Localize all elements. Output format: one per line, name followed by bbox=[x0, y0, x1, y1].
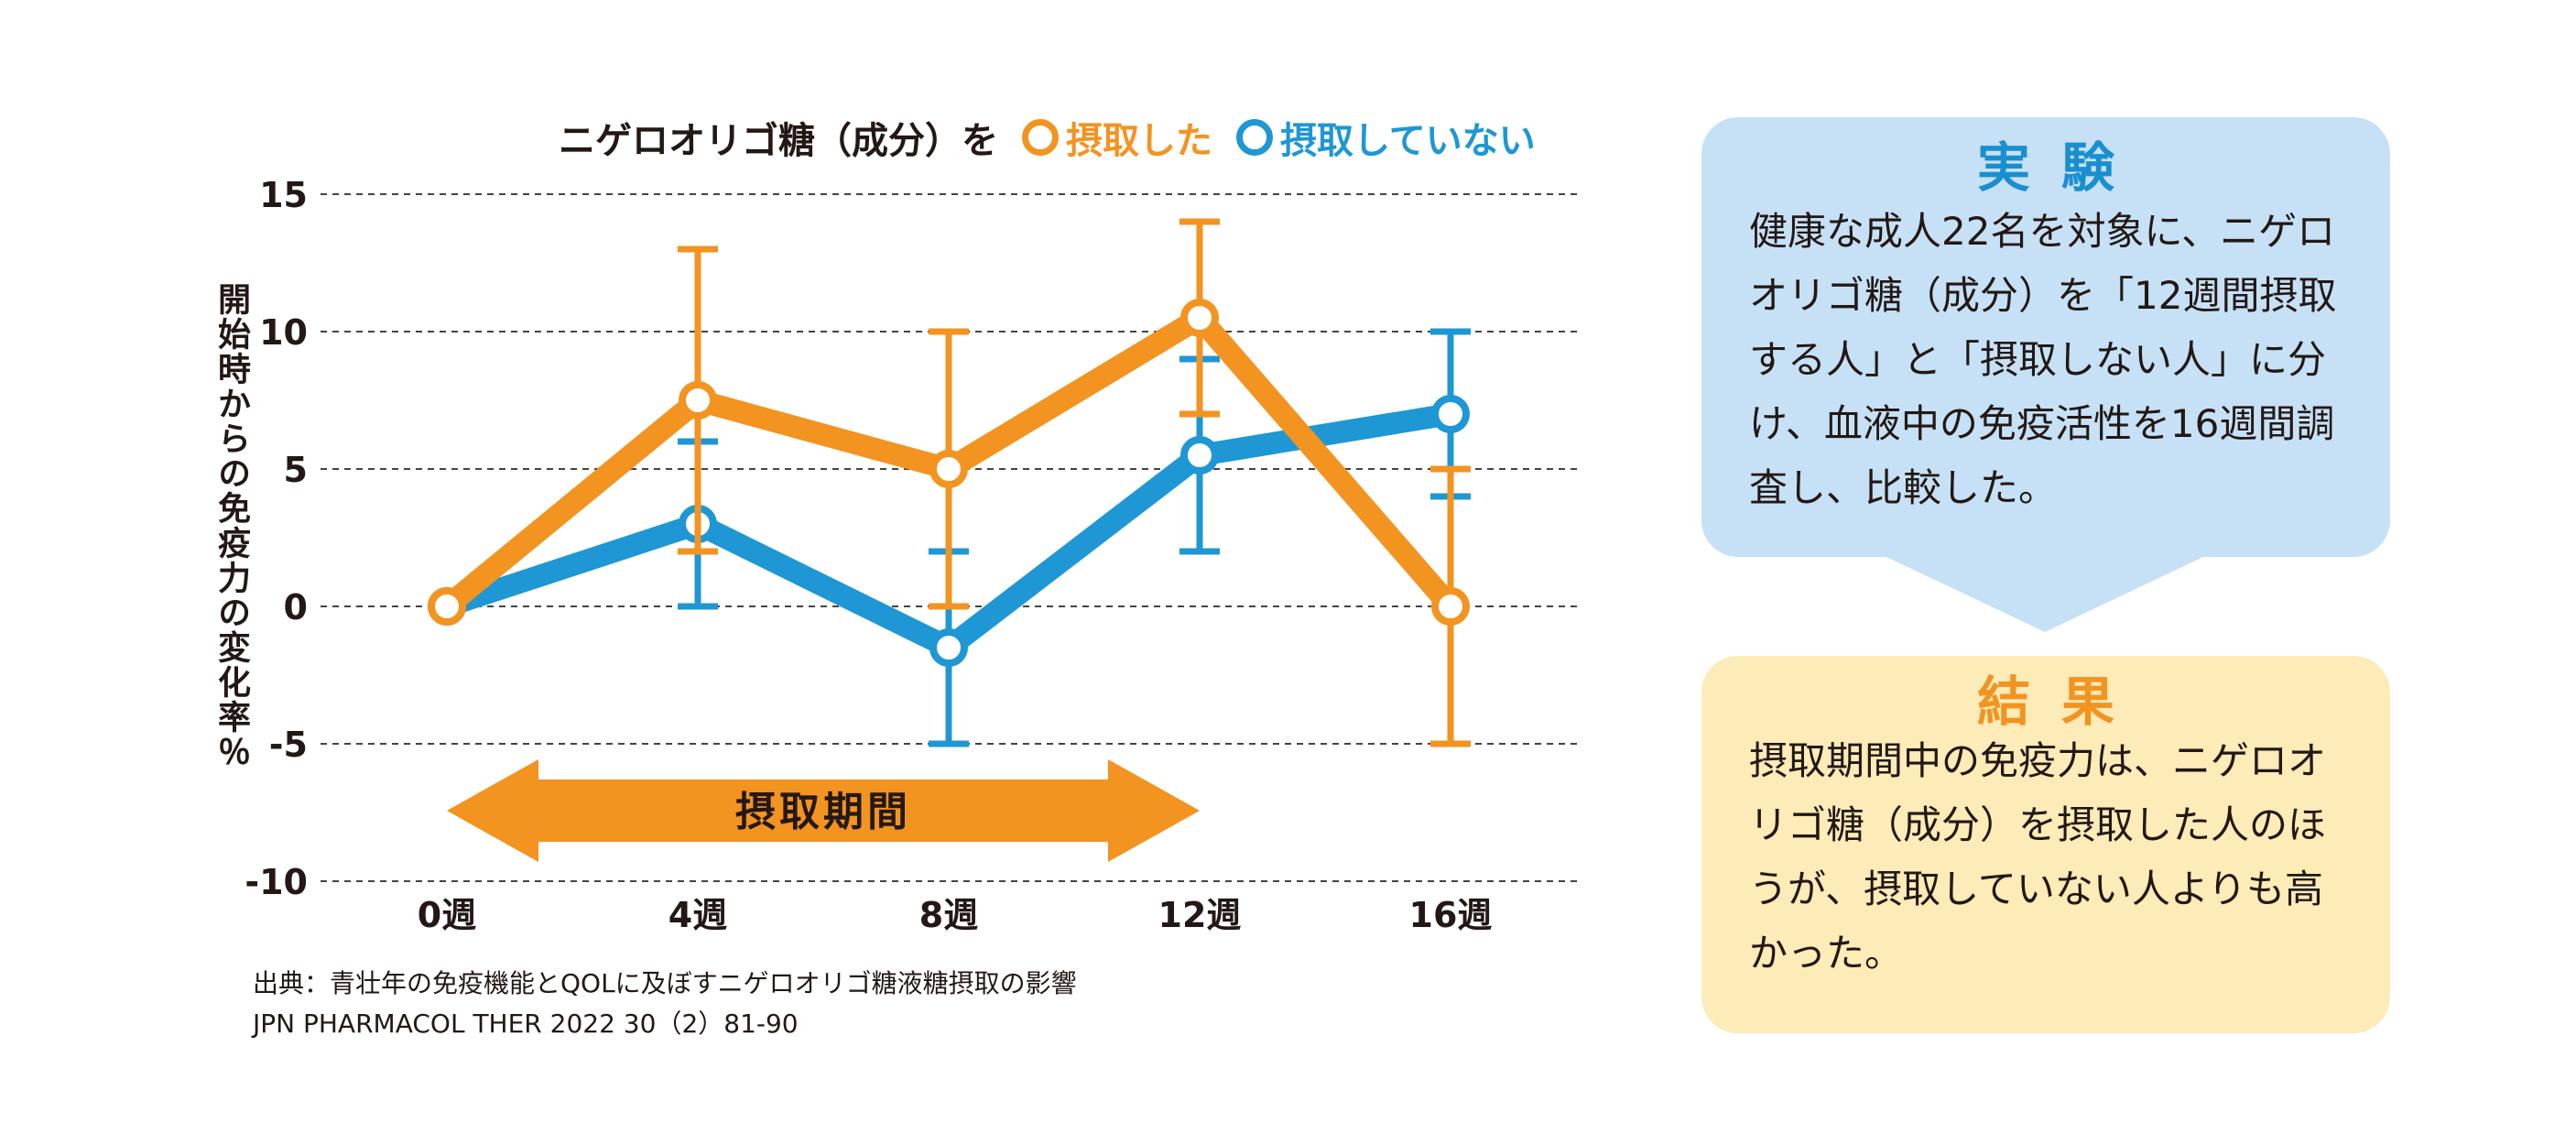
legend-not-taken-label: 摂取していない bbox=[1280, 120, 1536, 162]
grid-lines bbox=[321, 193, 1580, 882]
result-panel: 結果 摂取期間中の免疫力は、ニゲロオリゴ糖（成分）を摂取した人のほうが、摂取して… bbox=[1701, 656, 2390, 1033]
data-point bbox=[679, 381, 717, 420]
y-tick-label: 5 bbox=[284, 450, 308, 490]
source-line-2: JPN PHARMACOL THER 2022 30（2）81-90 bbox=[253, 1009, 799, 1039]
legend: ニゲロオリゴ糖（成分）を 摂取した 摂取していない bbox=[559, 108, 1536, 167]
series-0 bbox=[428, 218, 1471, 747]
y-tick-labels: 15 10 5 0 -5 -10 bbox=[245, 175, 308, 902]
legend-prefix: ニゲロオリゴ糖（成分）を bbox=[559, 120, 998, 162]
data-point bbox=[1180, 436, 1219, 474]
experiment-body: 健康な成人22名を対象に、ニゲロオリゴ糖（成分）を「12週間摂取する人」と「摂取… bbox=[1749, 209, 2337, 510]
x-tick-label: 4週 bbox=[668, 895, 727, 935]
x-tick-label: 8週 bbox=[919, 895, 978, 935]
x-tick-label: 16週 bbox=[1409, 895, 1493, 935]
y-tick-label: -10 bbox=[245, 862, 308, 902]
intake-period-arrow-icon bbox=[447, 759, 1200, 862]
intake-period-label: 摂取期間 bbox=[735, 789, 911, 835]
x-tick-label: 0週 bbox=[418, 895, 476, 935]
experiment-title: 実験 bbox=[1976, 136, 2146, 199]
result-title: 結果 bbox=[1976, 671, 2146, 733]
y-tick-label: -5 bbox=[269, 725, 308, 765]
y-tick-label: 10 bbox=[259, 312, 308, 353]
y-tick-label: 0 bbox=[284, 587, 308, 627]
data-point bbox=[929, 628, 968, 667]
x-tick-label: 12週 bbox=[1158, 895, 1242, 935]
y-axis-label: 開始時からの免疫力の変化率％ bbox=[212, 282, 250, 769]
legend-not-taken-marker-icon bbox=[1236, 119, 1273, 156]
legend-taken-label: 摂取した bbox=[1066, 120, 1212, 162]
result-body: 摂取期間中の免疫力は、ニゲロオリゴ糖（成分）を摂取した人のほうが、摂取していない… bbox=[1749, 738, 2327, 976]
source-citation: 出典：青壮年の免疫機能とQOLに及ぼすニゲロオリゴ糖液糖摂取の影響 JPN PH… bbox=[253, 964, 1077, 1044]
source-line-1: 出典：青壮年の免疫機能とQOLに及ぼすニゲロオリゴ糖液糖摂取の影響 bbox=[253, 968, 1077, 998]
intake-period-annotation: 摂取期間 bbox=[447, 759, 1200, 862]
data-point bbox=[428, 587, 466, 626]
data-point bbox=[1180, 299, 1219, 337]
data-point bbox=[1431, 587, 1470, 626]
experiment-panel: 実験 健康な成人22名を対象に、ニゲロオリゴ糖（成分）を「12週間摂取する人」と… bbox=[1701, 117, 2390, 557]
data-point bbox=[1431, 395, 1470, 433]
legend-taken-marker-icon bbox=[1022, 119, 1059, 156]
series-lines bbox=[428, 218, 1471, 747]
y-tick-label: 15 bbox=[259, 175, 308, 215]
x-tick-labels: 0週 4週 8週 12週 16週 bbox=[418, 895, 1493, 935]
data-point bbox=[929, 450, 968, 488]
